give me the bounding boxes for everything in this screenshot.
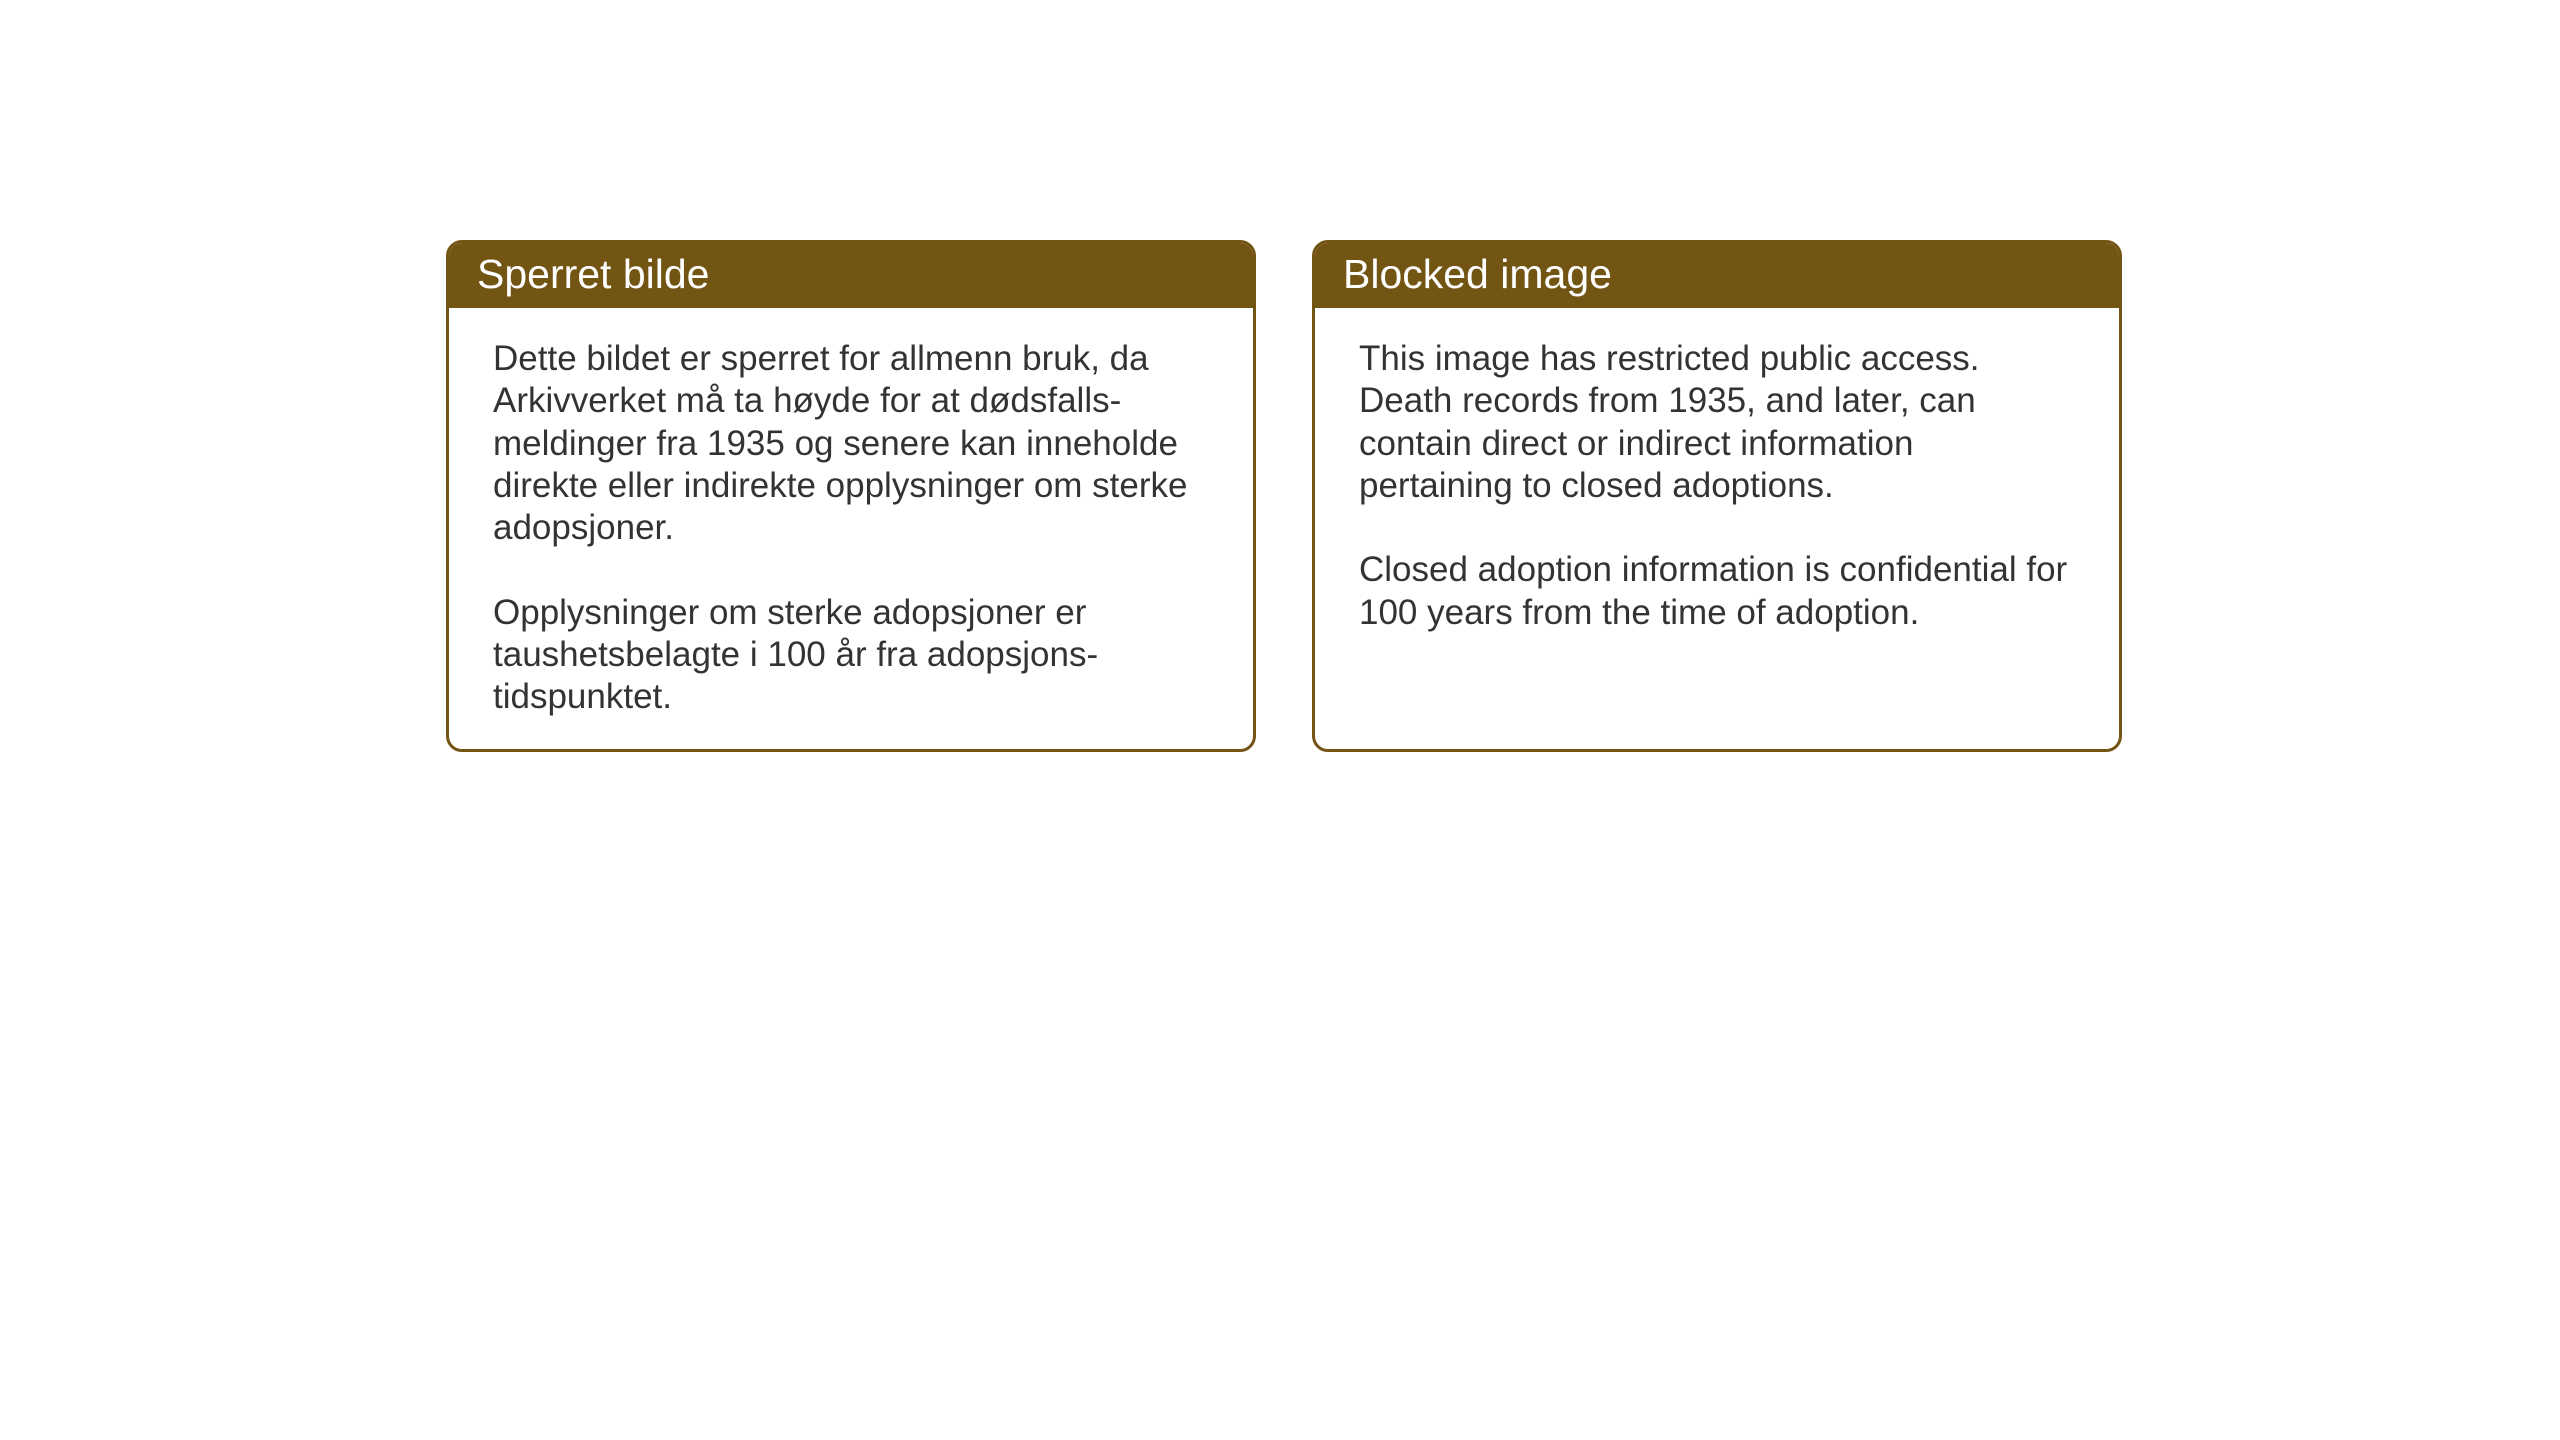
english-paragraph-2: Closed adoption information is confident…	[1359, 549, 2075, 634]
english-card: Blocked image This image has restricted …	[1312, 240, 2122, 752]
norwegian-card: Sperret bilde Dette bildet er sperret fo…	[446, 240, 1256, 752]
english-paragraph-1: This image has restricted public access.…	[1359, 338, 2075, 507]
english-card-title: Blocked image	[1343, 251, 1612, 297]
norwegian-paragraph-2: Opplysninger om sterke adopsjoner er tau…	[493, 592, 1209, 719]
norwegian-card-body: Dette bildet er sperret for allmenn bruk…	[449, 308, 1253, 749]
english-card-body: This image has restricted public access.…	[1315, 308, 2119, 664]
norwegian-card-header: Sperret bilde	[449, 243, 1253, 308]
norwegian-card-title: Sperret bilde	[477, 251, 709, 297]
norwegian-paragraph-1: Dette bildet er sperret for allmenn bruk…	[493, 338, 1209, 550]
card-container: Sperret bilde Dette bildet er sperret fo…	[446, 240, 2122, 752]
english-card-header: Blocked image	[1315, 243, 2119, 308]
